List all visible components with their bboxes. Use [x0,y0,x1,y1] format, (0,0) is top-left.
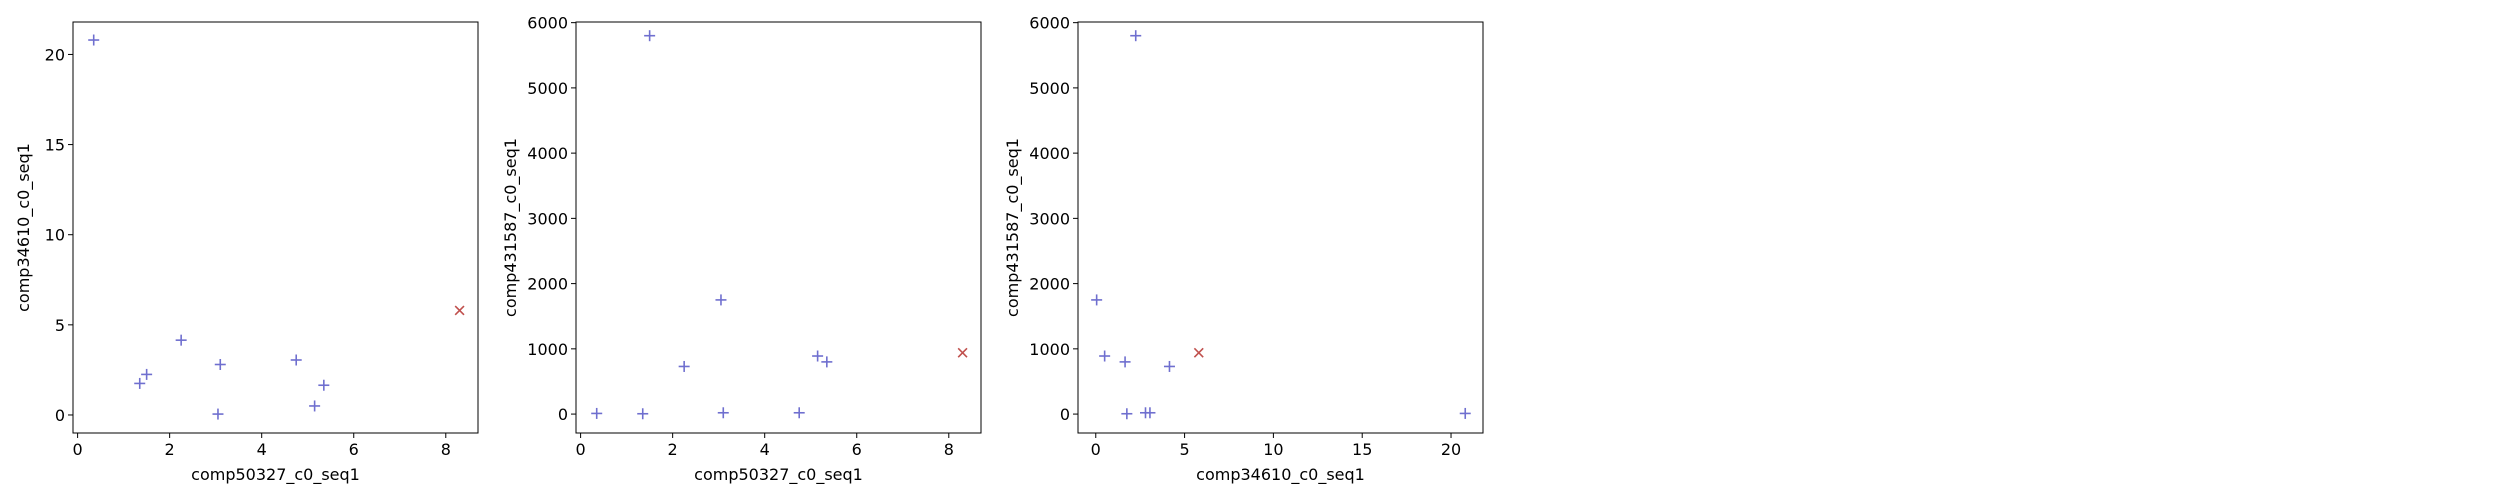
data-point [637,408,649,420]
x-tick-label: 10 [1263,440,1283,459]
y-tick-label: 1000 [1029,340,1070,359]
data-point [1163,360,1175,372]
data-point [957,347,968,358]
x-tick-label: 4 [760,440,770,459]
y-tick-label: 5 [55,316,65,335]
data-point [1193,347,1204,358]
x-tick-label: 20 [1441,440,1461,459]
x-axis-label: comp50327_c0_seq1 [191,465,360,485]
y-tick-label: 15 [45,136,65,155]
data-point [214,359,226,370]
axes-frame [1077,21,1484,434]
data-point [1099,350,1111,362]
data-point [134,377,146,389]
data-point [644,30,656,42]
data-point [812,350,824,362]
y-tick-label: 10 [45,226,65,245]
scatter-panel-3: 0 5 10 15 20 0 1000 2000 3000 4000 5000 6000 comp346… [1003,14,1484,485]
data-point [1091,294,1103,306]
data-point [454,305,465,316]
y-axis-label: comp34610_c0_seq1 [14,143,34,312]
data-point [318,379,330,391]
y-tick-label: 0 [1060,405,1070,424]
data-point [175,334,187,346]
data-point [591,407,603,419]
y-tick-label: 0 [558,405,568,424]
data-point [821,356,833,368]
y-tick-label: 6000 [527,14,568,33]
x-tick-label: 2 [165,440,175,459]
data-point [290,354,302,366]
y-tick-label: 4000 [527,144,568,163]
y-tick-label: 5000 [1029,79,1070,98]
y-tick-label: 0 [55,406,65,425]
y-tick-label: 20 [45,45,65,64]
data-point [88,34,100,46]
x-tick-label: 8 [944,440,954,459]
axes-frame [72,21,479,434]
y-tick-label: 3000 [527,209,568,228]
data-point [1119,356,1131,368]
scatter-panel-1: 0 2 4 6 8 0 5 10 15 20 comp50327_c0_seq1 comp34610_… [14,21,479,485]
y-tick-label: 3000 [1029,209,1070,228]
x-tick-label: 0 [576,440,586,459]
y-tick-label: 4000 [1029,144,1070,163]
y-tick-label: 2000 [527,275,568,294]
x-tick-label: 15 [1352,440,1372,459]
data-point [141,368,153,380]
data-point [309,400,321,412]
scatter-panel-2: 0 2 4 6 8 0 1000 2000 3000 4000 5000 6000 comp50327_… [501,14,982,485]
x-tick-label: 4 [257,440,267,459]
y-tick-label: 2000 [1029,275,1070,294]
data-point [793,407,805,419]
y-axis-label: comp431587_c0_seq1 [1003,138,1023,317]
data-point [212,408,224,420]
data-point [1121,408,1133,420]
x-tick-label: 5 [1179,440,1189,459]
x-tick-label: 2 [668,440,678,459]
x-axis-label: comp50327_c0_seq1 [694,465,863,485]
x-tick-label: 6 [349,440,359,459]
data-point [715,294,727,306]
x-tick-label: 0 [1091,440,1101,459]
axes-frame [575,21,982,434]
x-tick-label: 6 [852,440,862,459]
data-point [678,360,690,372]
y-tick-label: 1000 [527,340,568,359]
data-point [1130,30,1142,42]
data-point [717,407,729,419]
data-point [1459,407,1471,419]
y-tick-label: 5000 [527,79,568,98]
x-tick-label: 0 [73,440,83,459]
y-tick-label: 6000 [1029,14,1070,33]
y-axis-label: comp431587_c0_seq1 [501,138,521,317]
data-point [1144,407,1156,419]
x-tick-label: 8 [441,440,451,459]
x-axis-label: comp34610_c0_seq1 [1196,465,1365,485]
